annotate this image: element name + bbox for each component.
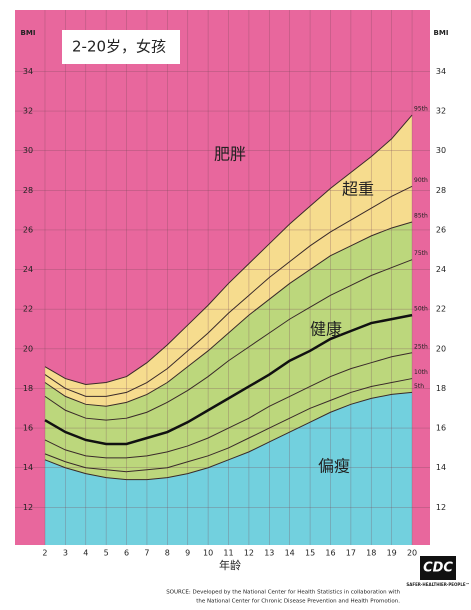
y-tick-label-right: 22 bbox=[436, 305, 446, 314]
y-tick-label-right: 16 bbox=[436, 424, 446, 433]
y-tick-label-right: 28 bbox=[436, 186, 446, 195]
region-label: 肥胖 bbox=[214, 145, 246, 164]
percentile-label: 95th bbox=[414, 106, 428, 113]
y-tick-label: 28 bbox=[23, 186, 33, 195]
y-tick-label: 18 bbox=[23, 384, 33, 393]
y-tick-label: 20 bbox=[23, 344, 33, 353]
percentile-line bbox=[44, 221, 413, 407]
percentile-line bbox=[44, 259, 413, 421]
percentile-label: 25th bbox=[414, 343, 428, 350]
x-tick-label: 2 bbox=[42, 549, 47, 558]
percentile-label: 50th bbox=[414, 306, 428, 313]
x-tick-label: 9 bbox=[185, 549, 190, 558]
y-tick-label-right: 24 bbox=[436, 265, 446, 274]
percentile-label: 10th bbox=[414, 369, 428, 376]
percentile-label: 5th bbox=[414, 383, 424, 390]
x-tick-label: 15 bbox=[305, 549, 315, 558]
y-tick-label-right: 14 bbox=[436, 463, 446, 472]
x-tick-label: 14 bbox=[285, 549, 295, 558]
region-label: 偏瘦 bbox=[318, 457, 350, 476]
chart-title: 2-20岁，女孩 bbox=[72, 38, 166, 56]
y-axis-label-right: BMI bbox=[434, 29, 449, 37]
y-tick-label: 16 bbox=[23, 424, 33, 433]
x-tick-label: 16 bbox=[325, 549, 335, 558]
percentile-line bbox=[44, 114, 413, 386]
x-tick-label: 5 bbox=[104, 549, 109, 558]
logo-tagline: SAFER·HEALTHIER·PEOPLE™ bbox=[406, 582, 469, 587]
y-tick-label: 30 bbox=[23, 146, 33, 155]
band bbox=[44, 392, 413, 545]
y-tick-label-right: 30 bbox=[436, 146, 446, 155]
y-tick-label-right: 18 bbox=[436, 384, 446, 393]
region-label: 健康 bbox=[310, 320, 342, 339]
y-tick-label-right: 32 bbox=[436, 107, 446, 116]
y-tick-label-right: 34 bbox=[436, 67, 446, 76]
x-tick-label: 20 bbox=[407, 549, 417, 558]
percentile-label: 75th bbox=[414, 250, 428, 257]
x-tick-label: 17 bbox=[346, 549, 356, 558]
x-axis-label: 年龄 bbox=[219, 558, 241, 572]
y-axis-label: BMI bbox=[21, 29, 36, 37]
y-tick-label-right: 26 bbox=[436, 225, 446, 234]
x-tick-label: 6 bbox=[124, 549, 129, 558]
logo: CDC bbox=[423, 561, 453, 576]
y-tick-label-right: 12 bbox=[436, 503, 446, 512]
region-label: 超重 bbox=[342, 180, 374, 199]
y-tick-label: 22 bbox=[23, 305, 33, 314]
percentile-label: 90th bbox=[414, 177, 428, 184]
source-line: SOURCE: Developed by the National Center… bbox=[166, 590, 400, 596]
y-tick-label: 32 bbox=[23, 107, 33, 116]
y-tick-label-right: 20 bbox=[436, 344, 446, 353]
y-tick-label: 26 bbox=[23, 225, 33, 234]
source-line: the National Center for Chronic Disease … bbox=[196, 599, 400, 605]
percentile-line bbox=[44, 352, 413, 459]
y-tick-label: 34 bbox=[23, 67, 33, 76]
logo-box bbox=[420, 556, 456, 580]
percentile-label: 85th bbox=[414, 213, 428, 220]
y-tick-label: 12 bbox=[23, 503, 33, 512]
x-tick-label: 3 bbox=[63, 549, 68, 558]
x-tick-label: 10 bbox=[203, 549, 213, 558]
plot-area: 95th 90th 85th 75th 50th 25th 10th 5th 12 12 14 14 1… bbox=[15, 10, 446, 558]
percentile-line bbox=[44, 185, 413, 397]
x-tick-label: 4 bbox=[83, 549, 88, 558]
percentile-line bbox=[44, 378, 413, 473]
y-tick-label: 14 bbox=[23, 463, 33, 472]
title-box bbox=[62, 30, 180, 64]
x-tick-label: 7 bbox=[144, 549, 149, 558]
y-tick-label: 24 bbox=[23, 265, 33, 274]
x-tick-label: 8 bbox=[165, 549, 170, 558]
percentile-line bbox=[44, 391, 413, 481]
x-tick-label: 19 bbox=[387, 549, 397, 558]
x-tick-label: 13 bbox=[264, 549, 274, 558]
percentile-line bbox=[44, 313, 413, 446]
x-tick-label: 11 bbox=[223, 549, 233, 558]
x-tick-label: 12 bbox=[244, 549, 254, 558]
x-tick-label: 18 bbox=[366, 549, 376, 558]
